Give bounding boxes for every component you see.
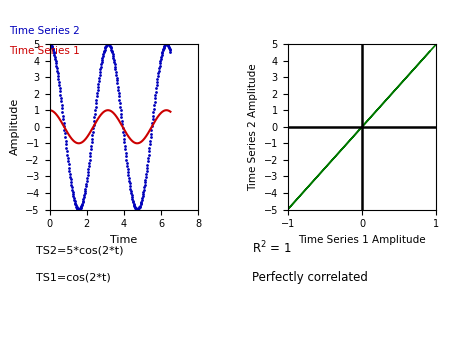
Time Series 1 [149, 125, 154, 129]
X-axis label: Time: Time [110, 235, 138, 245]
Time Series 2 [168, 50, 173, 54]
Time Series 2 [47, 42, 53, 46]
Time Series 1 [47, 108, 52, 112]
Time Series 2 [121, 133, 126, 137]
Y-axis label: Time Series 2 Amplitude: Time Series 2 Amplitude [248, 63, 258, 191]
Time Series 2 [157, 64, 162, 68]
Text: Time Series 1: Time Series 1 [9, 46, 80, 56]
Text: Time Series 2: Time Series 2 [9, 26, 80, 36]
Text: Perfectly correlated: Perfectly correlated [252, 270, 368, 284]
Text: TS2=5*cos(2*t): TS2=5*cos(2*t) [36, 245, 123, 256]
Y-axis label: Amplitude: Amplitude [10, 98, 20, 155]
Text: TS1=cos(2*t): TS1=cos(2*t) [36, 272, 111, 283]
Time Series 1 [118, 122, 124, 126]
Time Series 2 [47, 42, 52, 46]
Time Series 2 [135, 208, 140, 212]
Line: Time Series 2: Time Series 2 [48, 43, 172, 211]
X-axis label: Time Series 1 Amplitude: Time Series 1 Amplitude [298, 235, 426, 245]
Time Series 1 [157, 113, 162, 117]
Time Series 1 [119, 123, 124, 127]
Line: Time Series 1: Time Series 1 [50, 110, 171, 143]
Time Series 1 [121, 126, 126, 130]
Time Series 2 [149, 124, 154, 128]
Time Series 1 [135, 141, 140, 145]
Time Series 1 [168, 110, 173, 114]
Time Series 2 [118, 112, 124, 116]
Time Series 1 [47, 108, 53, 112]
Text: R$^{2}$ = 1: R$^{2}$ = 1 [252, 240, 292, 257]
Time Series 2 [119, 115, 124, 119]
